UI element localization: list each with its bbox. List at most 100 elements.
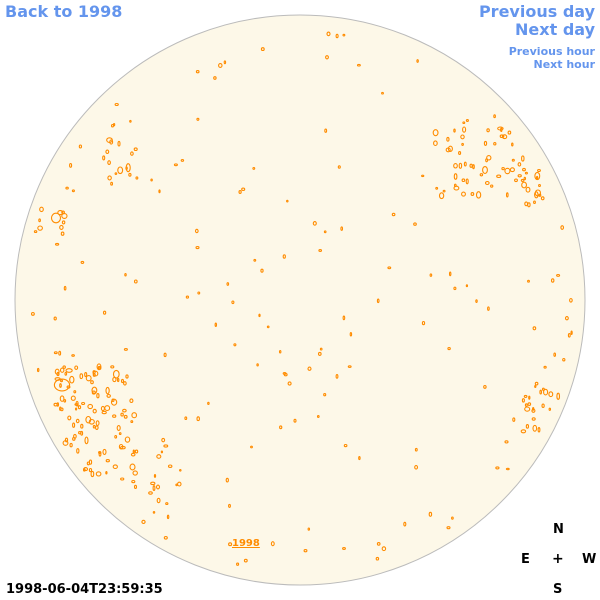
contour-feature	[196, 117, 200, 121]
contour-feature	[122, 408, 127, 413]
contour-feature	[260, 268, 264, 273]
contour-feature	[356, 63, 361, 67]
contour-feature	[523, 394, 528, 398]
contour-feature	[179, 468, 182, 472]
contour-feature	[512, 417, 516, 422]
contour-feature	[421, 320, 426, 326]
contour-feature	[335, 33, 339, 39]
contour-feature	[84, 372, 88, 378]
contour-feature	[342, 315, 346, 321]
contour-feature	[381, 546, 387, 552]
contour-feature	[173, 163, 178, 167]
contour-feature	[323, 230, 327, 234]
contour-feature	[165, 502, 169, 506]
contour-feature	[461, 142, 464, 146]
next-hour-link[interactable]: Next hour	[533, 58, 596, 71]
contour-feature	[134, 449, 139, 454]
contour-feature	[96, 363, 102, 371]
contour-feature	[238, 190, 242, 194]
contour-feature	[479, 173, 484, 177]
contour-feature	[524, 403, 528, 407]
contour-feature	[94, 425, 99, 430]
contour-feature	[493, 142, 497, 146]
contour-feature	[78, 144, 83, 149]
contour-feature	[53, 378, 71, 392]
contour-feature	[514, 178, 518, 183]
contour-feature	[486, 128, 490, 133]
contour-feature	[303, 549, 308, 553]
contour-feature	[95, 420, 100, 426]
previous-day-link[interactable]: Previous day	[478, 2, 595, 21]
contour-feature	[150, 481, 156, 486]
contour-feature	[117, 166, 124, 175]
contour-feature	[550, 278, 555, 283]
contour-feature	[160, 450, 164, 454]
contour-feature	[167, 464, 173, 468]
contour-feature	[185, 295, 190, 299]
contour-feature	[59, 383, 62, 388]
contour-feature	[465, 284, 469, 288]
year-link[interactable]: 1998	[232, 538, 260, 549]
contour-feature	[116, 425, 121, 431]
contour-feature	[152, 485, 156, 492]
back-to-year-link[interactable]: Back to 1998	[5, 2, 123, 21]
contour-feature	[256, 363, 259, 367]
contour-feature	[163, 352, 167, 358]
contour-feature	[120, 477, 125, 481]
contour-feature	[110, 123, 115, 128]
contour-feature	[325, 55, 329, 60]
contour-feature	[163, 444, 169, 448]
contour-feature	[525, 424, 530, 429]
contour-feature	[152, 511, 156, 514]
contour-feature	[61, 210, 65, 215]
contour-feature	[39, 206, 44, 213]
contour-feature	[534, 385, 537, 388]
contour-feature	[53, 351, 58, 355]
contour-feature	[177, 481, 182, 487]
magnetic-contours	[30, 31, 573, 566]
contour-feature	[532, 326, 537, 331]
contour-feature	[92, 408, 97, 414]
contour-feature	[462, 121, 466, 125]
contour-feature	[161, 437, 166, 443]
contour-feature	[184, 416, 188, 421]
contour-feature	[112, 369, 120, 379]
contour-feature	[414, 464, 419, 470]
contour-feature	[114, 172, 118, 175]
contour-feature	[105, 386, 110, 395]
contour-feature	[120, 378, 125, 384]
previous-hour-link[interactable]: Previous hour	[508, 45, 595, 58]
contour-feature	[414, 447, 418, 452]
contour-feature	[38, 218, 41, 223]
next-day-link[interactable]: Next day	[515, 20, 595, 39]
contour-feature	[117, 140, 121, 147]
contour-feature	[475, 191, 482, 199]
contour-feature	[484, 180, 490, 186]
contour-feature	[527, 202, 531, 208]
contour-feature	[458, 162, 463, 169]
contour-feature	[569, 297, 573, 303]
contour-feature	[107, 160, 111, 166]
contour-feature	[525, 186, 531, 193]
contour-feature	[413, 222, 417, 226]
contour-feature	[548, 391, 554, 398]
contour-feature	[57, 210, 64, 216]
contour-feature	[90, 470, 95, 478]
contour-feature	[102, 448, 107, 455]
contour-feature	[92, 373, 96, 377]
contour-feature	[114, 434, 118, 439]
contour-feature	[123, 414, 128, 419]
contour-feature	[461, 191, 466, 197]
contour-feature	[133, 279, 138, 284]
contour-feature	[69, 375, 75, 384]
contour-feature	[493, 114, 496, 119]
contour-feature	[504, 440, 509, 444]
contour-feature	[337, 165, 341, 169]
contour-feature	[460, 134, 465, 140]
contour-feature	[123, 381, 127, 386]
contour-feature	[71, 354, 75, 357]
contour-feature	[153, 473, 157, 478]
contour-feature	[65, 368, 73, 373]
contour-feature	[58, 350, 62, 356]
